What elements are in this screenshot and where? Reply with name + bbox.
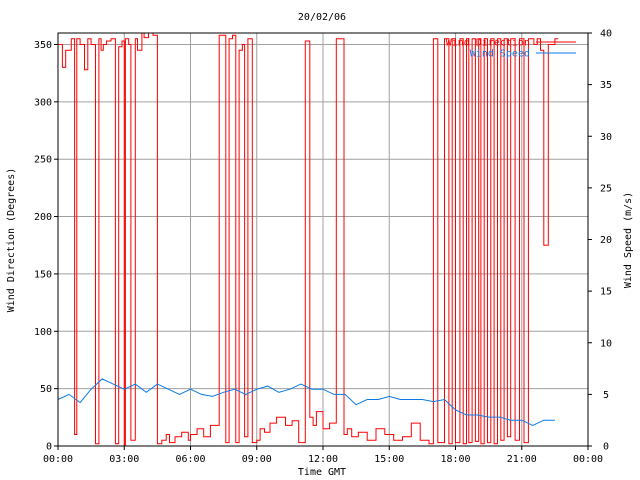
left-tick-label: 100 bbox=[34, 327, 52, 338]
left-tick-label: 0 bbox=[46, 442, 52, 453]
left-tick-label: 150 bbox=[34, 269, 52, 280]
right-tick-label: 15 bbox=[600, 287, 612, 298]
right-tick-label: 30 bbox=[600, 132, 612, 143]
right-tick-label: 40 bbox=[600, 29, 612, 40]
x-tick-label: 21:00 bbox=[507, 454, 537, 465]
right-axis-ticks: 0 5 10 15 20 25 30 35 40 bbox=[588, 29, 612, 453]
left-tick-label: 200 bbox=[34, 212, 52, 223]
right-axis-label: Wind Speed (m/s) bbox=[623, 192, 634, 288]
right-tick-label: 20 bbox=[600, 235, 612, 246]
left-tick-label: 300 bbox=[34, 97, 52, 108]
right-tick-label: 25 bbox=[600, 183, 612, 194]
series-layer bbox=[57, 32, 559, 446]
chart-title: 20/02/06 bbox=[298, 12, 346, 23]
x-tick-label: 00:00 bbox=[43, 454, 73, 465]
x-tick-label: 12:00 bbox=[308, 454, 338, 465]
x-tick-label: 03:00 bbox=[109, 454, 139, 465]
left-tick-label: 50 bbox=[40, 384, 52, 395]
right-tick-label: 5 bbox=[603, 390, 609, 401]
series-line-wind-speed bbox=[57, 378, 555, 426]
x-axis-label: Time GMT bbox=[298, 467, 346, 478]
right-tick-label: 35 bbox=[600, 80, 612, 91]
x-tick-label: 18:00 bbox=[440, 454, 470, 465]
x-tick-label: 09:00 bbox=[242, 454, 272, 465]
left-axis-label: Wind Direction (Degrees) bbox=[6, 168, 17, 313]
left-tick-label: 250 bbox=[34, 155, 52, 166]
x-tick-label: 00:00 bbox=[573, 454, 603, 465]
legend-label: Wind Speed bbox=[470, 49, 530, 60]
x-tick-label: 15:00 bbox=[374, 454, 404, 465]
right-tick-label: 0 bbox=[603, 442, 609, 453]
x-tick-label: 06:00 bbox=[175, 454, 205, 465]
right-tick-label: 10 bbox=[600, 338, 612, 349]
x-axis-ticks: 00:00 03:00 06:00 09:00 12:00 15:00 18:00 21:00… bbox=[43, 446, 603, 465]
series-line-wind-direction bbox=[58, 32, 559, 446]
grid-lines bbox=[58, 33, 588, 446]
left-tick-label: 350 bbox=[34, 40, 52, 51]
left-axis-ticks: 0 50 100 150 200 250 300 350 bbox=[34, 40, 58, 453]
legend-label: Wind Direction bbox=[446, 38, 530, 49]
